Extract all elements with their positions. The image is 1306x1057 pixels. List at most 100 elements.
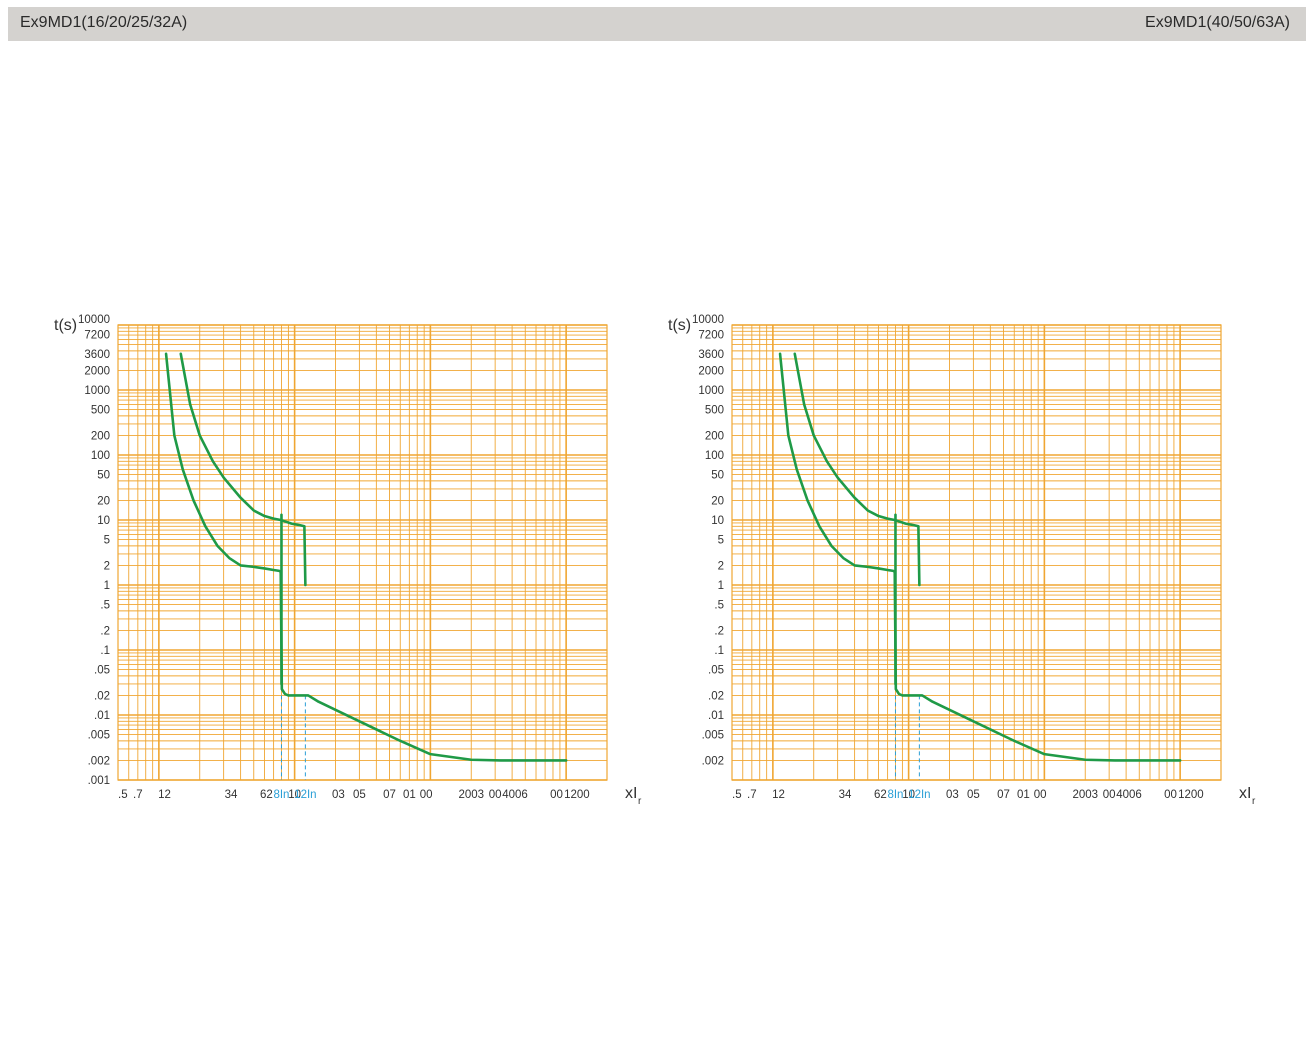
x-tick-label: 00: [550, 789, 563, 801]
x-tick-label: 10: [288, 789, 301, 801]
x-tick-label: .5: [732, 789, 742, 801]
x-tick-label: 03: [332, 789, 345, 801]
x-tick-label: 12In: [294, 789, 316, 801]
x-tick-label: 12: [772, 789, 785, 801]
x-tick-label: 2003: [458, 789, 484, 801]
y-tick-label: 100: [91, 450, 110, 462]
series-line-2: [179, 352, 307, 587]
y-tick-label: 1000: [84, 385, 110, 397]
y-tick-label: 200: [91, 430, 110, 442]
series-line-2: [793, 352, 921, 587]
y-tick-label: 3600: [84, 349, 110, 361]
y-tick-label: 2000: [698, 365, 724, 377]
x-tick-label: 12: [158, 789, 171, 801]
x-tick-label: 12In: [908, 789, 930, 801]
x-tick-label: 00: [1034, 789, 1047, 801]
y-tick-label: .05: [708, 665, 724, 677]
y-tick-label: 7200: [698, 329, 724, 341]
chart-title-right: Ex9MD1(40/50/63A): [1145, 14, 1290, 31]
y-tick-label: 10000: [692, 314, 724, 326]
y-tick-label: .02: [708, 690, 724, 702]
y-tick-label: 5: [104, 535, 110, 547]
y-tick-label: .1: [714, 645, 724, 657]
x-tick-label: 01: [1017, 789, 1030, 801]
x-tick-label: 2003: [1072, 789, 1098, 801]
x-tick-label: 07: [383, 789, 396, 801]
x-axis-title: xI: [625, 785, 637, 802]
y-tick-label: .2: [714, 625, 724, 637]
x-tick-label: 1200: [1178, 789, 1204, 801]
y-tick-label: 10: [97, 515, 110, 527]
x-axis-title-subscript: r: [1252, 796, 1256, 807]
chart-right: 10000 7200 3600 2000 1000 500 200 100 50 20 10 5 2 1.…: [636, 305, 1256, 815]
y-tick-label: 20: [711, 495, 724, 507]
x-tick-label: 34: [225, 789, 238, 801]
y-tick-label: .05: [94, 665, 110, 677]
y-tick-label: 1000: [698, 385, 724, 397]
x-tick-label: .7: [133, 789, 143, 801]
y-tick-label: .002: [88, 755, 110, 767]
y-tick-label: 2000: [84, 365, 110, 377]
y-tick-label: .01: [708, 710, 724, 722]
chart-left: 10000 7200 3600 2000 1000 500 200 100 50 20 10 5 2 1.…: [22, 305, 642, 815]
x-tick-label: 07: [997, 789, 1010, 801]
y-tick-label: .2: [100, 625, 110, 637]
x-tick-label: .7: [747, 789, 757, 801]
y-tick-label: 200: [705, 430, 724, 442]
x-tick-label: 00: [420, 789, 433, 801]
chart-title-left: Ex9MD1(16/20/25/32A): [20, 14, 188, 31]
plot-border: [731, 324, 1222, 781]
x-tick-label: 03: [946, 789, 959, 801]
x-tick-label: 62: [874, 789, 887, 801]
y-axis-title: t(s): [54, 317, 77, 334]
header-bar: Ex9MD1(16/20/25/32A) Ex9MD1(40/50/63A): [8, 7, 1306, 41]
y-tick-label: .5: [714, 600, 724, 612]
x-tick-label: 00: [1103, 789, 1116, 801]
y-tick-label: 7200: [84, 329, 110, 341]
y-tick-label: 50: [97, 470, 110, 482]
y-tick-label: .1: [100, 645, 110, 657]
x-tick-label: 1200: [564, 789, 590, 801]
x-tick-label: 01: [403, 789, 416, 801]
y-tick-label: .02: [94, 690, 110, 702]
y-tick-labels: 10000 7200 3600 2000 1000 500 200 100 50 20 10 5 2 1.…: [78, 314, 110, 787]
x-tick-label: .5: [118, 789, 128, 801]
y-tick-label: .01: [94, 710, 110, 722]
x-tick-label: 4006: [502, 789, 528, 801]
y-tick-labels: 10000 7200 3600 2000 1000 500 200 100 50 20 10 5 2 1.…: [692, 314, 724, 767]
y-tick-label: 3600: [698, 349, 724, 361]
y-tick-label: .002: [702, 755, 724, 767]
y-tick-label: 500: [705, 405, 724, 417]
x-tick-label: 8In: [273, 789, 289, 801]
y-tick-label: 5: [718, 535, 724, 547]
chart-left-svg: 100007200360020001000500200100502010521.…: [54, 314, 642, 807]
series-line-1: [164, 352, 568, 762]
y-tick-label: 500: [91, 405, 110, 417]
x-tick-label: 8In: [887, 789, 903, 801]
x-tick-label: 4006: [1116, 789, 1142, 801]
y-tick-label: .005: [88, 730, 110, 742]
y-tick-label: 1: [718, 580, 724, 592]
y-tick-label: .5: [100, 600, 110, 612]
y-tick-label: 50: [711, 470, 724, 482]
x-tick-label: 10: [902, 789, 915, 801]
y-tick-label: 10000: [78, 314, 110, 326]
x-tick-label: 62: [260, 789, 273, 801]
y-tick-label: 20: [97, 495, 110, 507]
y-tick-label: 100: [705, 450, 724, 462]
x-tick-label: 00: [489, 789, 502, 801]
x-tick-label: 05: [967, 789, 980, 801]
y-axis-title: t(s): [668, 317, 691, 334]
y-tick-label: 2: [104, 560, 110, 572]
y-tick-label: 10: [711, 515, 724, 527]
x-tick-label: 05: [353, 789, 366, 801]
x-axis-title: xI: [1239, 785, 1251, 802]
x-tick-label: 34: [839, 789, 852, 801]
x-tick-label: 00: [1164, 789, 1177, 801]
y-tick-label: 1: [104, 580, 110, 592]
series-line-1: [778, 352, 1182, 762]
y-tick-label: .005: [702, 730, 724, 742]
y-tick-label: 2: [718, 560, 724, 572]
